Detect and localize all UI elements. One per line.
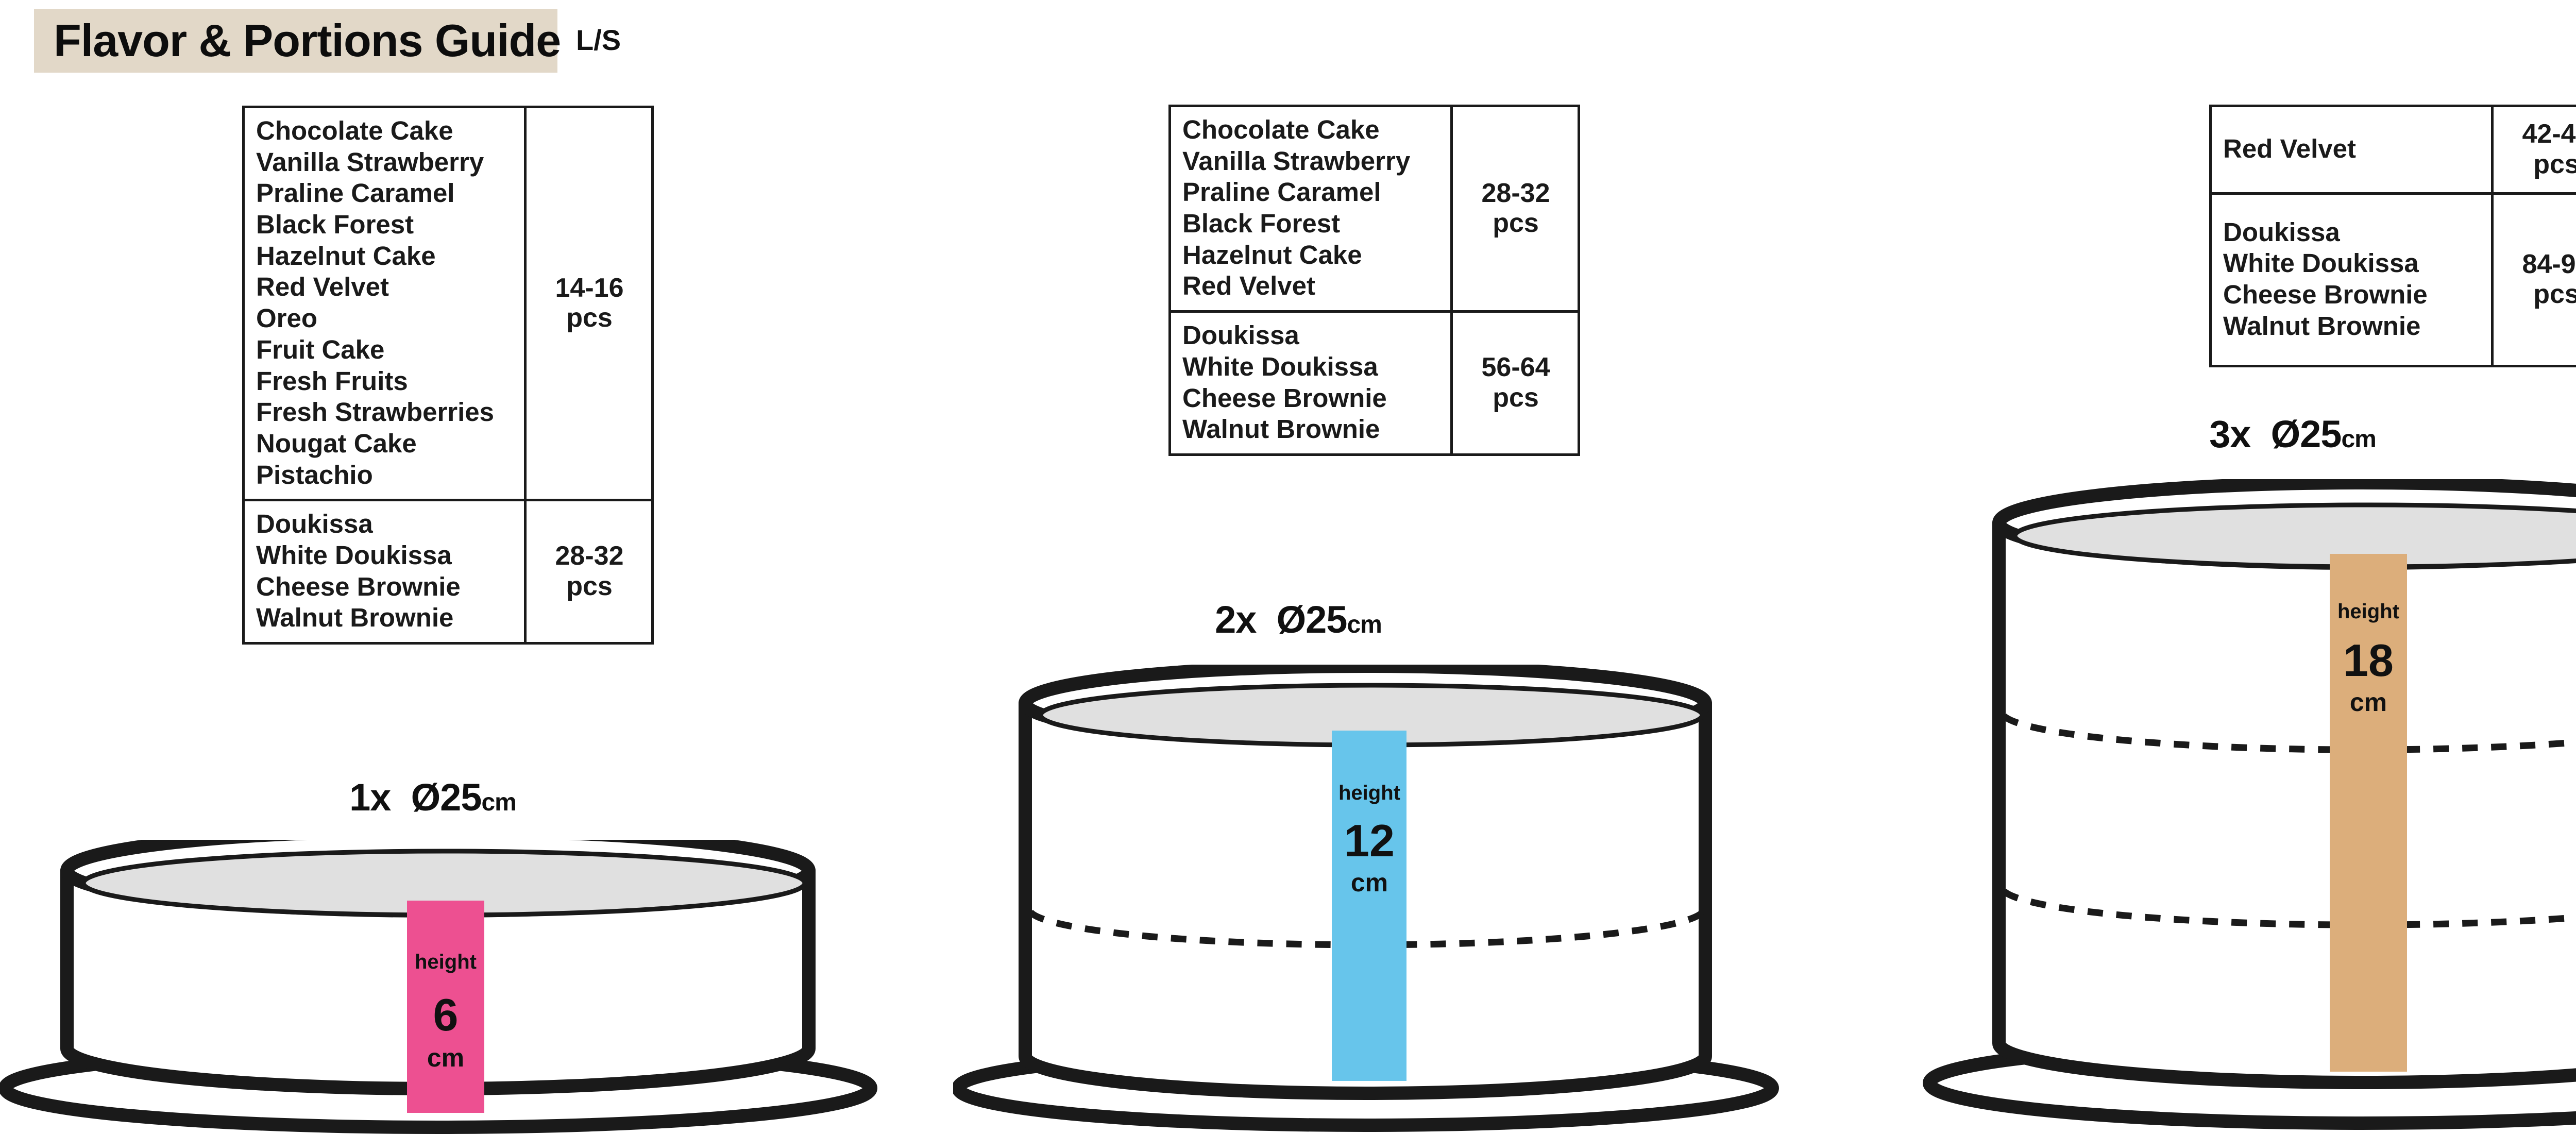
flavor-list-cell: Chocolate Cake Vanilla Strawberry Pralin…	[242, 105, 527, 502]
portions-unit: pcs	[1493, 208, 1539, 239]
portions-count: 42-48	[2522, 119, 2576, 149]
cake-3-caption-diameter: Ø25	[2270, 413, 2342, 455]
flavor-item: Nougat Cake	[256, 428, 417, 458]
flavor-item: Chocolate Cake	[1182, 115, 1380, 144]
cake-1-caption: 1x Ø25cm	[289, 775, 577, 819]
portions-count: 14-16	[555, 273, 624, 303]
cake-1-caption-unit: cm	[481, 789, 516, 816]
portions-cell: 84-96 pcs	[2491, 192, 2576, 367]
portions-count: 56-64	[1481, 352, 1550, 383]
flavor-list-cell: Doukissa White Doukissa Cheese Brownie W…	[242, 499, 527, 645]
portions-count: 28-32	[555, 541, 624, 571]
flavor-item: White Doukissa	[256, 540, 452, 570]
flavor-item: Fruit Cake	[256, 334, 385, 364]
flavor-item: Chocolate Cake	[256, 116, 453, 145]
flavor-item: Cheese Brownie	[2223, 280, 2428, 309]
page-title: Flavor & Portions Guide	[54, 15, 561, 66]
flavor-item: Black Forest	[1182, 209, 1341, 239]
portions-table-2: Chocolate Cake Vanilla Strawberry Pralin…	[1168, 104, 1580, 456]
table-row: Doukissa White Doukissa Cheese Brownie W…	[1168, 310, 1580, 456]
portions-cell: 28-32 pcs	[524, 499, 654, 645]
flavor-item: Fresh Fruits	[256, 366, 408, 396]
cake-2-diagram: height 12 cm	[953, 665, 1855, 1134]
flavor-item: Cheese Brownie	[256, 571, 461, 601]
portions-table-3: Red Velvet 42-48 pcs Doukissa White Douk…	[2209, 105, 2576, 367]
flavor-item: Walnut Brownie	[2223, 311, 2421, 341]
flavor-item: Vanilla Strawberry	[1182, 146, 1411, 176]
flavor-list-cell: Doukissa White Doukissa Cheese Brownie W…	[1168, 310, 1453, 456]
table-row: Doukissa White Doukissa Cheese Brownie W…	[242, 499, 654, 645]
flavor-list-cell: Chocolate Cake Vanilla Strawberry Pralin…	[1168, 104, 1453, 313]
table-row: Chocolate Cake Vanilla Strawberry Pralin…	[242, 105, 654, 502]
cake-3-caption-count: 3x	[2209, 413, 2251, 455]
table-row: Red Velvet 42-48 pcs	[2209, 105, 2576, 195]
portions-unit: pcs	[566, 303, 613, 333]
portions-unit: pcs	[1493, 382, 1539, 413]
flavor-item: Pistachio	[256, 460, 373, 489]
flavor-item: Walnut Brownie	[1182, 414, 1380, 444]
portions-count: 28-32	[1481, 178, 1550, 208]
title-banner	[34, 9, 557, 73]
table-row: Chocolate Cake Vanilla Strawberry Pralin…	[1168, 104, 1580, 313]
variant-code-label: L/S	[576, 24, 621, 56]
flavor-item: Hazelnut Cake	[256, 241, 436, 270]
flavor-item: Hazelnut Cake	[1182, 240, 1362, 269]
portions-table-1: Chocolate Cake Vanilla Strawberry Pralin…	[242, 105, 654, 645]
portions-cell: 28-32 pcs	[1450, 104, 1580, 313]
flavor-item: White Doukissa	[1182, 351, 1378, 381]
cake-3-diagram: height 18 cm	[1922, 479, 2576, 1134]
flavor-item: Vanilla Strawberry	[256, 147, 484, 177]
flavor-item: Red Velvet	[2223, 134, 2356, 164]
flavor-item: Red Velvet	[1182, 271, 1315, 301]
portions-unit: pcs	[2533, 279, 2576, 309]
portions-cell: 14-16 pcs	[524, 105, 654, 502]
flavor-list-cell: Doukissa White Doukissa Cheese Brownie W…	[2209, 192, 2494, 367]
cake-1-diagram: height 6 cm	[0, 840, 979, 1134]
cake-2-caption-unit: cm	[1347, 611, 1382, 638]
portions-cell: 42-48 pcs	[2491, 105, 2576, 195]
cake-2-caption-diameter: Ø25	[1276, 598, 1348, 641]
flavor-item: Praline Caramel	[256, 178, 455, 208]
cake-2-caption-count: 2x	[1215, 598, 1257, 641]
flavor-item: Oreo	[256, 303, 318, 333]
flavor-item: Doukissa	[256, 509, 373, 539]
portions-unit: pcs	[2533, 149, 2576, 179]
flavor-item: Black Forest	[256, 210, 414, 240]
flavor-item: Fresh Strawberries	[256, 397, 495, 427]
flavor-item: Doukissa	[2223, 217, 2340, 247]
cake-3-caption: 3x Ø25cm	[2133, 412, 2452, 456]
portions-cell: 56-64 pcs	[1450, 310, 1580, 456]
flavor-list-cell: Red Velvet	[2209, 105, 2494, 195]
flavor-item: White Doukissa	[2223, 248, 2419, 278]
flavor-item: Cheese Brownie	[1182, 383, 1387, 413]
table-row: Doukissa White Doukissa Cheese Brownie W…	[2209, 192, 2576, 367]
flavor-item: Praline Caramel	[1182, 177, 1381, 207]
cake-2-caption: 2x Ø25cm	[1139, 598, 1458, 641]
cake-3-caption-unit: cm	[2341, 426, 2376, 453]
portions-unit: pcs	[566, 571, 613, 601]
flavor-item: Red Velvet	[256, 272, 389, 302]
cake-1-caption-count: 1x	[349, 776, 391, 819]
flavor-item: Walnut Brownie	[256, 603, 454, 633]
portions-count: 84-96	[2522, 249, 2576, 279]
flavor-item: Doukissa	[1182, 320, 1299, 350]
cake-1-caption-diameter: Ø25	[411, 776, 482, 819]
